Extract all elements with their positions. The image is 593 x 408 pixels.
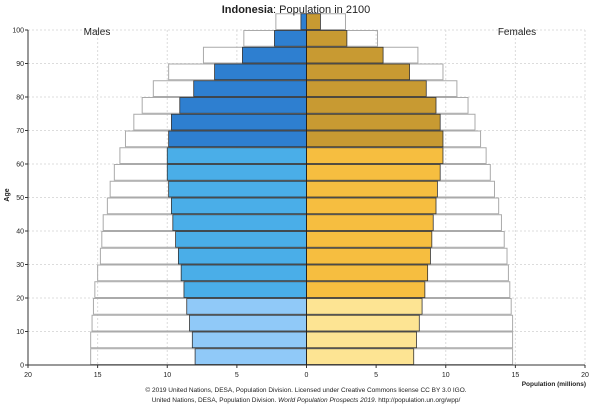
female-bar [306,63,410,81]
male-bar [168,180,307,198]
male-bar [183,281,307,298]
y-tick-label: 10 [16,329,24,336]
female-bar [306,214,434,231]
x-tick-label: 0 [305,372,309,379]
male-bar [171,113,307,131]
male-bar [193,80,307,97]
male-bar [171,197,307,215]
y-tick-label: 40 [16,229,24,236]
y-tick-label: 30 [16,262,24,269]
female-bar [306,113,441,131]
male-bar [274,30,307,47]
female-bar [306,264,429,282]
y-tick-label: 20 [16,296,24,303]
female-bar [306,231,433,248]
female-bar [306,80,427,97]
male-bar [180,264,307,282]
female-bar [306,180,438,198]
female-bar [306,147,444,164]
x-tick-label: 10 [442,372,450,379]
male-bar [189,314,307,332]
x-tick-label: 5 [235,372,239,379]
female-bar [306,97,437,114]
x-tick-label: 15 [94,372,102,379]
males-label: Males [84,27,111,38]
female-bar [306,314,420,332]
male-bar [177,247,307,265]
male-bar [186,298,307,315]
female-bar [306,247,431,265]
female-bar [306,197,437,215]
chart-title: Indonesia: Population in 2100 [222,4,371,16]
y-tick-label: 100 [12,28,24,35]
male-bar [214,63,307,81]
female-bar [306,348,415,365]
female-bar [306,130,444,148]
credit-line-2: United Nations, DESA, Population Divisio… [152,397,461,404]
y-tick-label: 70 [16,128,24,135]
female-bar [306,331,417,349]
x-tick-label: 15 [511,372,519,379]
x-tick-label: 20 [581,372,589,379]
y-tick-label: 0 [20,363,24,370]
x-tick-label: 5 [374,372,378,379]
male-bar [175,231,307,248]
female-bar [306,298,423,315]
y-axis-label: Age [4,188,11,201]
females-label: Females [498,27,536,38]
male-bar [168,130,307,148]
x-axis-label: Population (millions) [522,381,586,388]
male-bar [172,214,307,231]
male-bar [179,97,307,114]
female-bar [306,46,384,64]
female-bar [306,164,441,181]
y-tick-label: 90 [16,61,24,68]
female-bar [306,30,348,47]
male-bar [166,164,307,181]
y-tick-label: 80 [16,95,24,102]
x-tick-label: 10 [163,372,171,379]
male-bar [191,331,307,349]
y-tick-label: 50 [16,195,24,202]
population-bars [166,13,444,365]
male-bar [242,46,307,64]
x-tick-label: 20 [24,372,32,379]
y-tick-label: 60 [16,162,24,169]
male-bar [166,147,307,164]
male-bar [300,13,307,30]
female-bar [306,281,426,298]
female-bar [306,13,321,30]
credit-line-1: © 2019 United Nations, DESA, Population … [145,386,466,394]
male-bar [194,348,307,365]
